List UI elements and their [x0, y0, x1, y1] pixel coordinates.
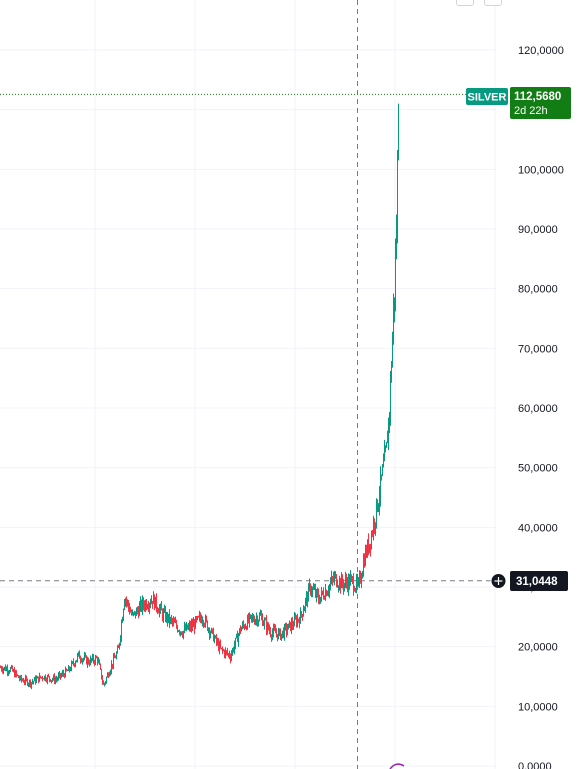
y-tick-label: 10,0000 [518, 701, 558, 713]
countdown-label: 2d 22h [514, 105, 548, 117]
y-tick-label: 100,0000 [518, 164, 564, 176]
y-tick-label: 120,0000 [518, 45, 564, 57]
last-price-label: 112,5680 [514, 91, 561, 103]
y-tick-label: 20,0000 [518, 642, 558, 654]
scroll-button[interactable] [456, 0, 474, 6]
settings-button[interactable] [484, 0, 502, 6]
symbol-label: SILVER [468, 92, 507, 104]
crosshair-price-label: 31,0448 [516, 576, 558, 588]
y-tick-label: 40,0000 [518, 522, 558, 534]
y-tick-label: 50,0000 [518, 463, 558, 475]
y-tick-label: 80,0000 [518, 284, 558, 296]
y-tick-label: 60,0000 [518, 403, 558, 415]
y-tick-label: 70,0000 [518, 343, 558, 355]
tv-logo-icon [389, 763, 405, 769]
price-axis: 0,000010,000020,000030,000040,000050,000… [518, 45, 564, 769]
grid [0, 0, 496, 769]
last-price-badge: 112,5680 2d 22h [510, 87, 571, 119]
y-tick-label: 0,0000 [518, 761, 552, 769]
candles [0, 103, 399, 690]
crosshair [0, 0, 492, 769]
crosshair-price-badge[interactable]: 31,0448 [490, 571, 568, 591]
symbol-badge: SILVER [466, 88, 508, 105]
y-tick-label: 90,0000 [518, 224, 558, 236]
